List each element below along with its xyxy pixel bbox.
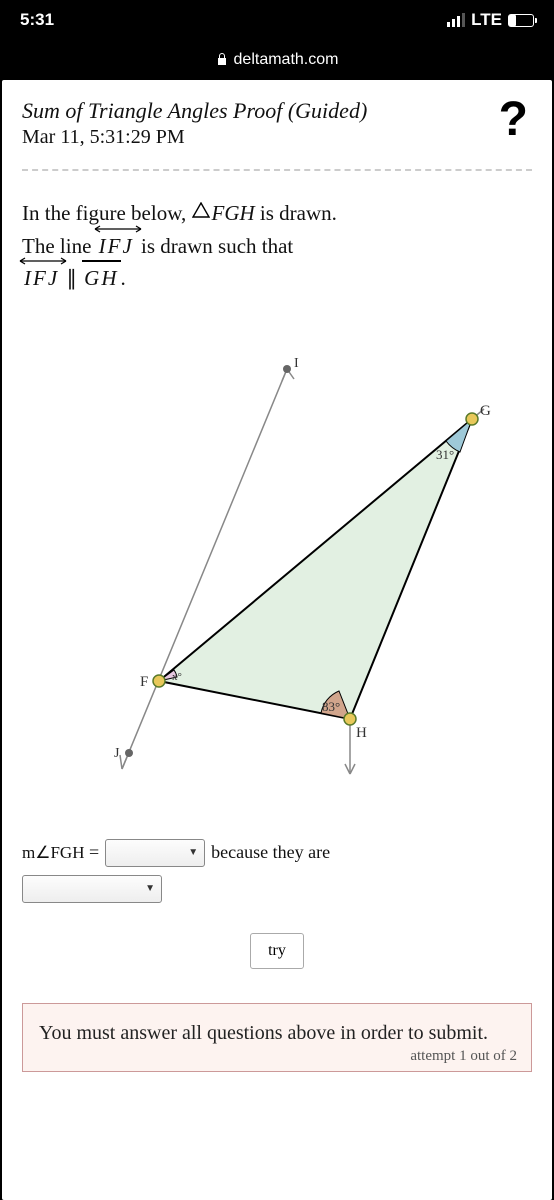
angle-F: x° bbox=[172, 671, 182, 683]
because-text: because they are bbox=[211, 842, 330, 863]
triangle-symbol-icon bbox=[192, 204, 210, 220]
warning-text: You must answer all questions above in o… bbox=[39, 1022, 488, 1044]
status-bar: 5:31 LTE bbox=[0, 0, 554, 40]
network-label: LTE bbox=[471, 10, 502, 30]
text: is drawn such that bbox=[136, 234, 293, 258]
page-title: Sum of Triangle Angles Proof (Guided) bbox=[22, 98, 367, 124]
triangle-name: FGH bbox=[212, 201, 255, 225]
chevron-down-icon: ▼ bbox=[145, 883, 155, 894]
geometry-figure: I J F G H x° 31° 83° bbox=[22, 319, 532, 829]
label-J: J bbox=[114, 746, 120, 761]
page-content: Sum of Triangle Angles Proof (Guided) Ma… bbox=[2, 80, 552, 1200]
browser-url-bar[interactable]: deltamath.com bbox=[0, 40, 554, 80]
label-G: G bbox=[480, 403, 491, 419]
angle-G: 31° bbox=[436, 447, 454, 462]
try-button[interactable]: try bbox=[250, 933, 304, 969]
angle-value-select[interactable]: ▼ bbox=[105, 839, 205, 867]
text: is drawn. bbox=[255, 201, 337, 225]
text: In the figure below, bbox=[22, 201, 192, 225]
segment-name: GH bbox=[82, 262, 120, 295]
text: . bbox=[121, 266, 126, 290]
parallel-symbol: ∥ bbox=[61, 266, 82, 290]
page-header: Sum of Triangle Angles Proof (Guided) Ma… bbox=[22, 98, 532, 149]
problem-text: In the figure below, FGH is drawn. The l… bbox=[22, 197, 532, 295]
lock-icon bbox=[216, 52, 228, 69]
reason-select[interactable]: ▼ bbox=[22, 875, 162, 903]
angle-H: 83° bbox=[322, 699, 340, 714]
battery-icon bbox=[508, 14, 534, 27]
url-domain: deltamath.com bbox=[234, 51, 339, 69]
chevron-down-icon: ▼ bbox=[188, 847, 198, 858]
attempt-counter: attempt 1 out of 2 bbox=[410, 1048, 517, 1065]
label-H: H bbox=[356, 725, 367, 741]
text: The line bbox=[22, 234, 97, 258]
help-icon[interactable]: ? bbox=[499, 98, 532, 141]
answer-prefix: m∠FGH = bbox=[22, 842, 99, 863]
status-time: 5:31 bbox=[20, 10, 54, 30]
label-F: F bbox=[140, 674, 148, 690]
status-right: LTE bbox=[447, 10, 534, 30]
line-symbol: IFJ bbox=[22, 262, 61, 295]
warning-box: You must answer all questions above in o… bbox=[22, 1003, 532, 1072]
signal-icon bbox=[447, 13, 465, 27]
divider bbox=[22, 169, 532, 171]
page-date: Mar 11, 5:31:29 PM bbox=[22, 126, 367, 149]
answer-area: m∠FGH = ▼ because they are ▼ bbox=[22, 839, 532, 903]
label-I: I bbox=[294, 356, 299, 371]
line-symbol: IFJ bbox=[97, 230, 136, 263]
